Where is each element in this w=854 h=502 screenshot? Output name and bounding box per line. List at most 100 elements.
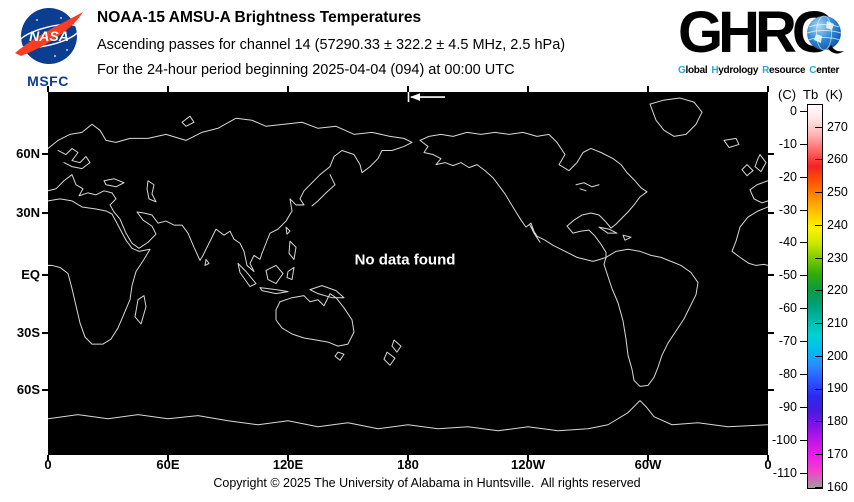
ghrc-word-rest: esource: [769, 65, 806, 76]
colorbar-tick: [800, 374, 807, 375]
colorbar-tick: [800, 341, 807, 342]
ghrc-logo: GHR C Global Hydrolo: [678, 4, 848, 76]
colorbar-tick: [815, 454, 823, 455]
kelvin-tick-label: 180: [827, 414, 848, 428]
axis-tick: [47, 455, 49, 461]
ghrc-word-rest: enter: [816, 65, 840, 76]
colorbar-tick: [815, 323, 823, 324]
ghrc-word-initial: C: [809, 65, 817, 76]
colorbar-tick: [800, 210, 807, 211]
celsius-tick-label: -30: [778, 203, 797, 217]
axis-tick: [647, 86, 649, 92]
axis-tick: [527, 455, 529, 461]
celsius-tick-label: -70: [778, 334, 797, 348]
subtitle-period: For the 24-hour period beginning 2025-04…: [97, 62, 515, 78]
lon-label-60w: 60W: [634, 457, 662, 472]
axis-tick: [768, 153, 774, 155]
axis-tick: [287, 86, 289, 92]
ghrc-acronym: GHR C: [678, 4, 848, 64]
ghrc-acronym-ghr: GHR: [678, 0, 797, 65]
axis-tick: [47, 86, 49, 92]
no-data-message: No data found: [354, 251, 456, 269]
axis-tick: [767, 86, 769, 92]
colorbar-tick: [815, 421, 823, 422]
colorbar-tick: [815, 127, 823, 128]
colorbar-header: (C) Tb (K): [778, 87, 843, 102]
celsius-tick-label: -110: [772, 466, 797, 480]
kelvin-tick-label: 230: [827, 251, 848, 265]
axis-tick: [407, 455, 409, 461]
kelvin-tick-label: 260: [827, 152, 848, 166]
colorbar-tick: [815, 159, 823, 160]
subtitle-channel: Ascending passes for channel 14 (57290.3…: [97, 37, 566, 53]
lon-label-60e: 60E: [156, 457, 180, 472]
celsius-tick-label: -40: [778, 235, 797, 249]
colorbar-tick: [815, 192, 823, 193]
celsius-tick-label: -100: [771, 433, 797, 447]
nasa-caption: MSFC: [27, 73, 69, 89]
lon-label-0e: 0: [764, 457, 772, 472]
ghrc-globe-icon: [806, 15, 844, 54]
lat-label-30n: 30N: [16, 205, 40, 220]
colorbar-tick: [800, 177, 807, 178]
pass-direction-arrow-icon: [407, 92, 445, 103]
ghrc-word-rest: lobal: [685, 65, 708, 76]
axis-tick: [647, 455, 649, 461]
kelvin-tick-label: 160: [827, 480, 848, 494]
kelvin-tick-label: 170: [827, 447, 848, 461]
celsius-tick-label: -90: [778, 400, 797, 414]
celsius-tick-label: -60: [778, 301, 797, 315]
kelvin-tick-label: 200: [827, 349, 848, 363]
ghrc-word-rest: ydrology: [718, 65, 759, 76]
colorbar-tick: [815, 389, 823, 390]
lon-label-120w: 120W: [511, 457, 545, 472]
axis-tick: [42, 389, 48, 391]
colorbar-tick: [815, 290, 823, 291]
colorbar-tick: [800, 407, 807, 408]
axis-tick: [768, 274, 774, 276]
ghrc-word-initial: R: [762, 65, 769, 76]
axis-tick: [167, 86, 169, 92]
ghrc-subtitle: Global Hydrology Resource Center: [678, 65, 848, 76]
celsius-tick-label: -10: [778, 137, 797, 151]
kelvin-tick-label: 220: [827, 283, 848, 297]
axis-tick: [527, 86, 529, 92]
colorbar-tick: [815, 225, 823, 226]
colorbar-tick: [815, 356, 823, 357]
lat-label-60s: 60S: [16, 382, 40, 397]
colorbar-tick: [800, 242, 807, 243]
colorbar-tick: [800, 144, 807, 145]
map-coastlines: [48, 92, 768, 432]
axis-tick: [42, 212, 48, 214]
kelvin-tick-label: 240: [827, 218, 848, 232]
lon-label-180: 180: [397, 457, 419, 472]
colorbar-tick: [800, 473, 807, 474]
colorbar-tick: [800, 111, 807, 112]
colorbar-tick: [815, 487, 823, 488]
colorbar-tick: [800, 440, 807, 441]
axis-tick: [767, 455, 769, 461]
axis-tick: [167, 455, 169, 461]
axis-tick: [42, 274, 48, 276]
map-panel: No data found: [48, 92, 768, 455]
colorbar-tick: [800, 308, 807, 309]
ghrc-word-initial: G: [678, 65, 686, 76]
lat-label-60n: 60N: [16, 146, 40, 161]
celsius-tick-label: 0: [790, 104, 797, 118]
kelvin-tick-label: 250: [827, 185, 848, 199]
nasa-insignia-text: NASA: [29, 28, 69, 44]
page-title: NOAA-15 AMSU-A Brightness Temperatures: [97, 9, 422, 26]
copyright-text: Copyright © 2025 The University of Alaba…: [213, 476, 641, 490]
kelvin-tick-label: 270: [827, 120, 848, 134]
axis-tick: [42, 332, 48, 334]
lat-label-eq: EQ: [21, 267, 40, 282]
lat-label-30s: 30S: [16, 325, 40, 340]
ghrc-word-initial: H: [711, 65, 719, 76]
lon-label-0w: 0: [44, 457, 52, 472]
colorbar-gradient: [807, 104, 823, 489]
colorbar-tick: [800, 275, 807, 276]
kelvin-tick-label: 190: [827, 381, 848, 395]
lon-label-120e: 120E: [272, 457, 304, 472]
celsius-tick-label: -80: [778, 367, 797, 381]
